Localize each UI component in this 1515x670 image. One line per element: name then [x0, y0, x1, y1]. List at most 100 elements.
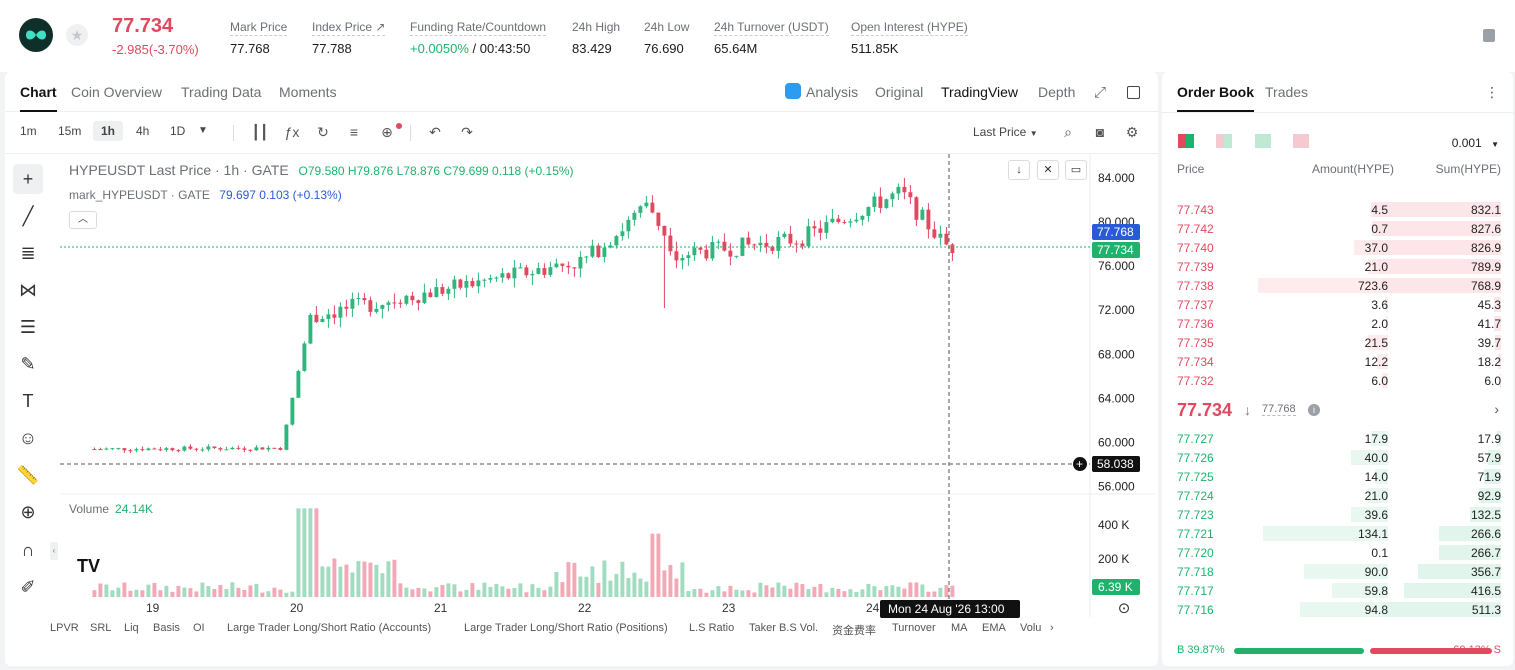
interval-1m[interactable]: 1m [20, 124, 37, 138]
ask-row[interactable]: 77.734 12.2 18.2 [1162, 352, 1513, 371]
collapse-pane-icon[interactable]: ✕ [1037, 160, 1059, 180]
bid-row[interactable]: 77.725 14.0 71.9 [1162, 467, 1513, 486]
stat-label[interactable]: Mark Price [230, 20, 288, 36]
templates-icon[interactable]: ≡ [349, 124, 359, 140]
tab-depth[interactable]: Depth [1038, 84, 1076, 100]
alert-add-icon[interactable]: ⊕ [381, 124, 393, 140]
indicator-lt-ratio-positions[interactable]: Large Trader Long/Short Ratio (Positions… [464, 622, 668, 634]
view-asks-icon[interactable] [1293, 134, 1310, 148]
candle-body [830, 218, 835, 223]
indicator-basis[interactable]: Basis [153, 622, 180, 634]
indicator-lpvr[interactable]: LPVR [50, 622, 79, 634]
interval-15m[interactable]: 15m [58, 124, 82, 138]
side-collapse-icon[interactable]: ‹ [50, 542, 58, 560]
horizontal-lines-icon[interactable]: ≣ [20, 243, 36, 263]
ruler-icon[interactable]: 📏 [16, 465, 40, 485]
indicator-more-icon[interactable]: › [1050, 622, 1054, 634]
search-icon[interactable]: ⌕ [1064, 124, 1072, 140]
bid-row[interactable]: 77.717 59.8 416.5 [1162, 581, 1513, 600]
indicator-ema[interactable]: EMA [982, 622, 1006, 634]
maximize-pane-icon[interactable]: ▭ [1065, 160, 1087, 180]
ask-row[interactable]: 77.732 6.0 6.0 [1162, 371, 1513, 390]
info-icon[interactable]: i [1308, 404, 1320, 416]
price-source-select[interactable]: Last Price ▼ [973, 125, 1038, 139]
view-bids-icon[interactable] [1254, 134, 1271, 148]
tab-chart[interactable]: Chart [20, 84, 57, 112]
ask-row[interactable]: 77.739 21.0 789.9 [1162, 257, 1513, 276]
indicator-ls-ratio[interactable]: L.S Ratio [689, 622, 735, 634]
ask-row[interactable]: 77.742 0.7 827.6 [1162, 219, 1513, 238]
emoji-icon[interactable]: ☺ [18, 428, 38, 448]
indicator-liq[interactable]: Liq [124, 622, 139, 634]
replay-icon[interactable]: ↻ [317, 124, 329, 140]
more-icon[interactable]: ⋮ [1485, 84, 1499, 100]
ask-row[interactable]: 77.740 37.0 826.9 [1162, 238, 1513, 257]
favorite-star-icon[interactable]: ★ [66, 24, 88, 46]
pattern-icon[interactable]: ⋈ [19, 280, 37, 300]
collapse-legend-button[interactable]: ︿ [69, 211, 97, 229]
tab-original[interactable]: Original [875, 84, 924, 100]
text-icon[interactable]: T [22, 391, 34, 411]
indicator-funding-rate[interactable]: 资金费率 [832, 625, 876, 637]
indicator-srl[interactable]: SRL [90, 622, 112, 634]
view-both-icon[interactable] [1178, 134, 1194, 148]
indicator-turnover[interactable]: Turnover [892, 622, 936, 634]
undo-icon[interactable]: ↶ [429, 124, 441, 140]
interval-1h[interactable]: 1h [93, 121, 124, 141]
chevron-right-icon[interactable]: › [1494, 401, 1499, 417]
bid-row[interactable]: 77.716 94.8 511.3 [1162, 600, 1513, 619]
interval-4h[interactable]: 4h [136, 124, 150, 138]
scroll-down-icon[interactable]: ↓ [1008, 160, 1030, 180]
interval-1d[interactable]: 1D [170, 124, 186, 138]
bid-row[interactable]: 77.720 0.1 266.7 [1162, 543, 1513, 562]
fib-icon[interactable]: ☰ [19, 317, 37, 337]
pencil-icon[interactable]: ✐ [20, 577, 36, 597]
indicators-icon[interactable]: ƒx [284, 124, 300, 140]
tab-analysis[interactable]: Analysis [806, 84, 859, 100]
zoom-icon[interactable]: ⊕ [20, 502, 36, 522]
ask-row[interactable]: 77.737 3.6 45.3 [1162, 295, 1513, 314]
indicator-oi[interactable]: OI [193, 622, 205, 634]
stat-label[interactable]: Open Interest (HYPE) [851, 20, 968, 36]
indicator-lt-ratio-accounts[interactable]: Large Trader Long/Short Ratio (Accounts) [227, 622, 432, 634]
ask-row[interactable]: 77.738 723.6 768.9 [1162, 276, 1513, 295]
gear-icon[interactable]: ⚙ [1125, 124, 1139, 140]
tick-size-select[interactable]: 0.001 ▼ [1452, 136, 1499, 150]
ask-row[interactable]: 77.736 2.0 41.7 [1162, 314, 1513, 333]
ask-row[interactable]: 77.743 4.5 832.1 [1162, 200, 1513, 219]
stat-label[interactable]: 24h Turnover (USDT) [714, 20, 829, 36]
row-price: 77.725 [1177, 470, 1214, 484]
book-icon[interactable] [1483, 29, 1495, 42]
stat-label[interactable]: Funding Rate/Countdown [410, 20, 547, 36]
camera-icon[interactable]: ◙ [1095, 124, 1105, 140]
interval-dropdown-icon[interactable]: ▼ [198, 125, 208, 136]
indicator-ma[interactable]: MA [951, 622, 968, 634]
brush-icon[interactable]: ✎ [20, 354, 36, 374]
tab-tradingview[interactable]: TradingView [941, 84, 1019, 100]
tab-trading-data[interactable]: Trading Data [181, 84, 262, 100]
indicator-taker-vol[interactable]: Taker B.S Vol. [749, 622, 819, 634]
expand-icon[interactable]: ⤢ [1094, 84, 1107, 101]
tab-moments[interactable]: Moments [279, 84, 337, 100]
reset-scale-icon[interactable]: ⊙ [1117, 600, 1131, 617]
trendline-icon[interactable]: ╱ [22, 206, 34, 226]
bid-row[interactable]: 77.724 21.0 92.9 [1162, 486, 1513, 505]
window-icon[interactable] [1127, 86, 1140, 99]
indicator-volume[interactable]: Volu [1020, 622, 1042, 634]
crosshair-icon[interactable]: + [13, 164, 43, 194]
view-split-icon[interactable] [1216, 134, 1233, 148]
stat-label[interactable]: Index Price ↗ [312, 20, 386, 36]
bid-row[interactable]: 77.727 17.9 17.9 [1162, 429, 1513, 448]
magnet-icon[interactable]: ∩ [21, 540, 35, 560]
price-chart[interactable]: 84.00080.00076.00072.00068.00064.00060.0… [5, 72, 1158, 666]
bid-row[interactable]: 77.718 90.0 356.7 [1162, 562, 1513, 581]
tab-trades[interactable]: Trades [1265, 84, 1309, 100]
candle-type-icon[interactable]: ┃┃ [251, 124, 269, 140]
tab-order-book[interactable]: Order Book [1177, 84, 1255, 112]
redo-icon[interactable]: ↷ [461, 124, 473, 140]
bid-row[interactable]: 77.721 134.1 266.6 [1162, 524, 1513, 543]
bid-row[interactable]: 77.726 40.0 57.9 [1162, 448, 1513, 467]
ask-row[interactable]: 77.735 21.5 39.7 [1162, 333, 1513, 352]
tab-coin-overview[interactable]: Coin Overview [71, 84, 163, 100]
bid-row[interactable]: 77.723 39.6 132.5 [1162, 505, 1513, 524]
